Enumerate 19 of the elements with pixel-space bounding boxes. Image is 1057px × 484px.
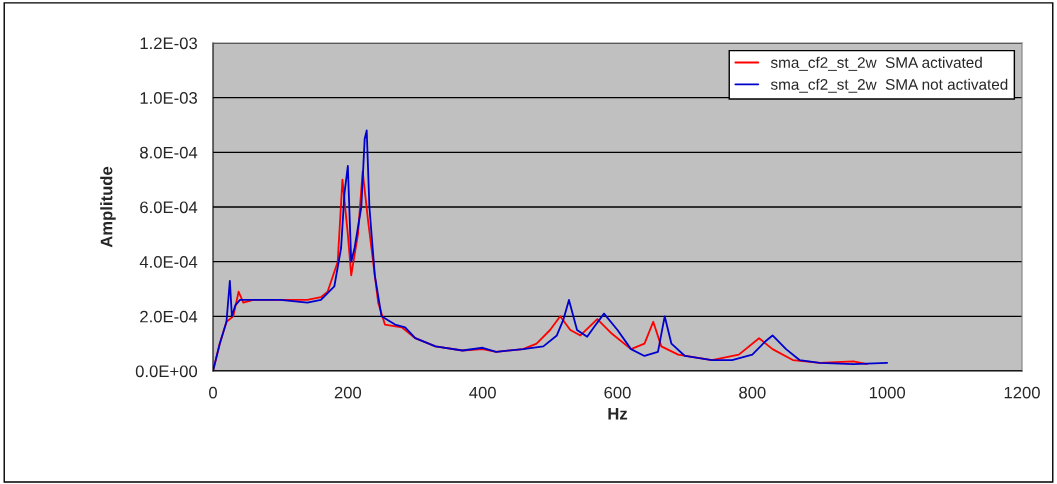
x-axis-title: Hz bbox=[608, 407, 628, 420]
x-tick-label: 0 bbox=[209, 386, 217, 399]
y-tick-label: 8.0E-04 bbox=[140, 146, 198, 159]
x-tick-label: 600 bbox=[604, 386, 631, 399]
legend-label: sma_cf2_st_2w SMA not activated bbox=[770, 78, 1008, 93]
x-tick-label: 1200 bbox=[1004, 386, 1040, 399]
y-tick-label: 2.0E-04 bbox=[140, 310, 198, 323]
x-tick-label: 400 bbox=[469, 386, 496, 399]
legend-label: sma_cf2_st_2w SMA activated bbox=[770, 56, 982, 71]
y-axis-title: Amplitude bbox=[100, 166, 116, 248]
x-tick-label: 1000 bbox=[869, 386, 906, 399]
x-tick-label: 200 bbox=[334, 386, 362, 399]
y-tick-label: 1.0E-03 bbox=[140, 92, 197, 104]
y-tick-label: 1.2E-03 bbox=[140, 37, 197, 50]
line-series bbox=[213, 129, 889, 371]
y-tick-label: 4.0E-04 bbox=[139, 256, 198, 268]
y-tick-label: 0.0E+00 bbox=[135, 365, 198, 378]
y-tick-label: 6.0E-04 bbox=[140, 201, 198, 214]
x-tick-label: 800 bbox=[739, 386, 766, 399]
